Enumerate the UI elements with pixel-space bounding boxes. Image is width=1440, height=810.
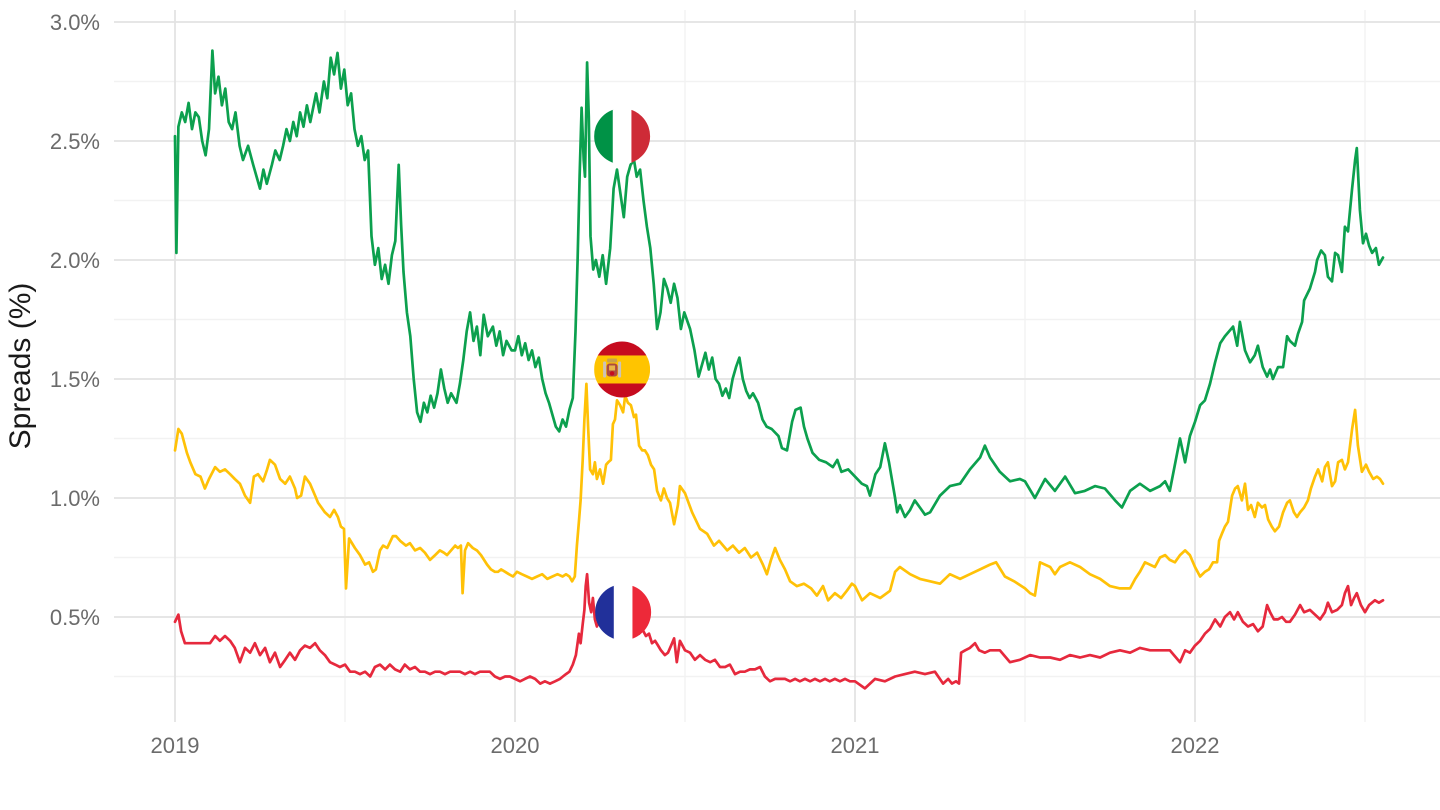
grid-lines (114, 10, 1440, 722)
x-tick-label: 2022 (1171, 733, 1220, 758)
italy-spread-line (173, 49, 1385, 519)
y-axis-title: Spreads (%) (4, 283, 37, 450)
x-tick-label: 2021 (831, 733, 880, 758)
y-tick-label: 1.0% (50, 486, 100, 511)
y-tick-label: 2.0% (50, 248, 100, 273)
y-tick-label: 3.0% (50, 10, 100, 35)
x-tick-label: 2020 (491, 733, 540, 758)
flag-markers (594, 108, 652, 641)
series-lines (173, 49, 1385, 690)
axes: Spreads (%) 0.5% 1.0% 1.5% 2.0% 2.5% 3.0% 2019… (4, 10, 1219, 758)
italy-flag-icon (594, 108, 651, 165)
y-tick-label: 1.5% (50, 367, 100, 392)
y-tick-label: 0.5% (50, 605, 100, 630)
france-spread-line (173, 572, 1385, 690)
y-tick-label: 2.5% (50, 129, 100, 154)
france-flag-icon (595, 584, 652, 641)
spain-spread-line (173, 382, 1385, 602)
spain-flag-icon (594, 341, 651, 398)
spain-coat-of-arms (603, 358, 622, 378)
x-tick-label: 2019 (151, 733, 200, 758)
